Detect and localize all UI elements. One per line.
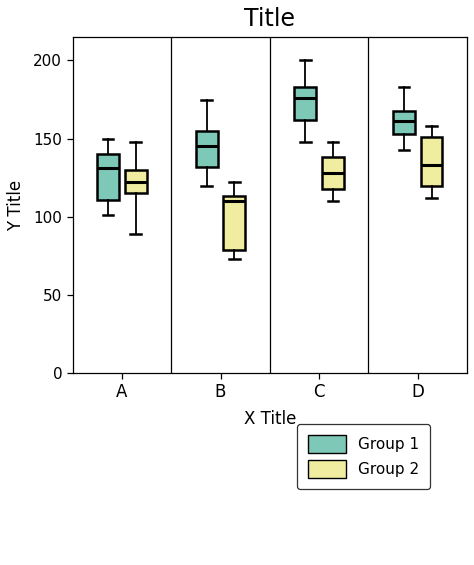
PathPatch shape bbox=[294, 87, 316, 120]
PathPatch shape bbox=[393, 111, 415, 134]
PathPatch shape bbox=[421, 137, 442, 185]
PathPatch shape bbox=[125, 170, 146, 193]
PathPatch shape bbox=[223, 197, 245, 250]
Legend: Group 1, Group 2: Group 1, Group 2 bbox=[297, 424, 430, 489]
Title: Title: Title bbox=[244, 7, 295, 31]
PathPatch shape bbox=[97, 154, 119, 199]
X-axis label: X Title: X Title bbox=[244, 410, 296, 428]
Y-axis label: Y Title: Y Title bbox=[7, 180, 25, 231]
PathPatch shape bbox=[196, 131, 218, 167]
PathPatch shape bbox=[322, 158, 344, 189]
